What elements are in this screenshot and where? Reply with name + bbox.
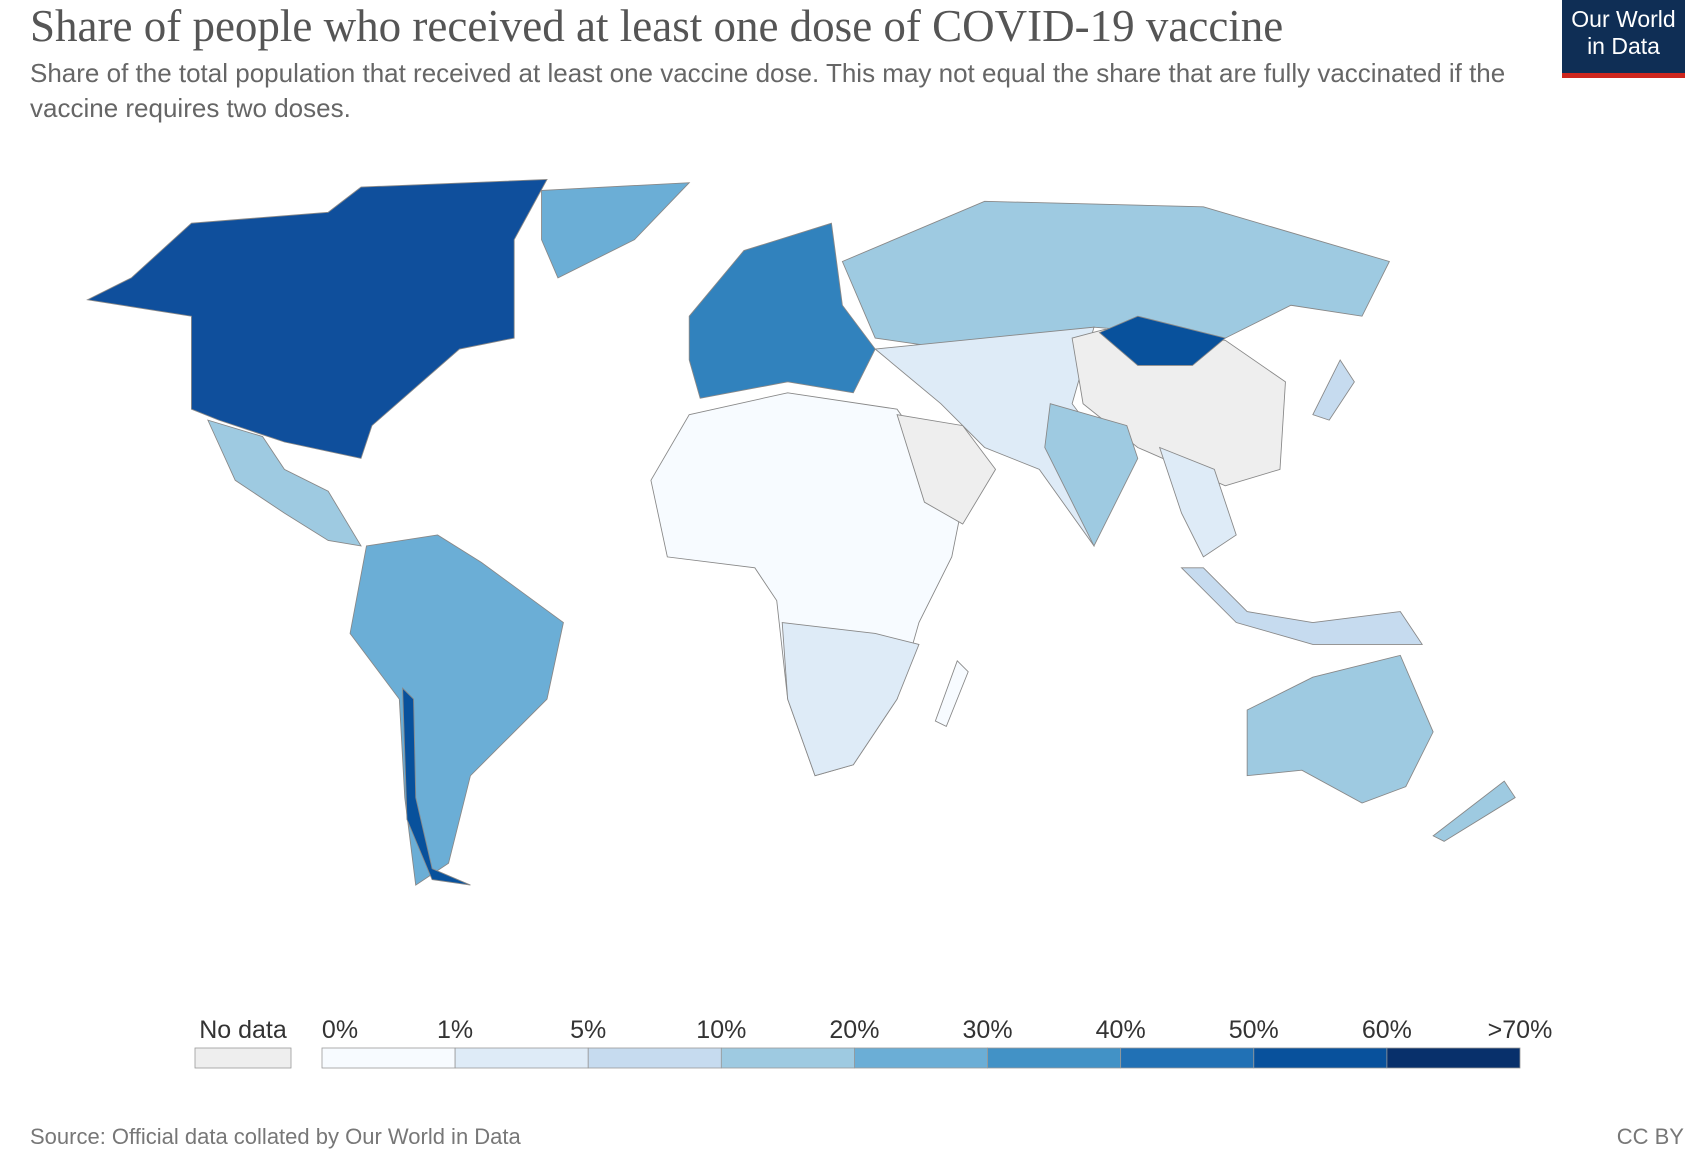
- north-america: [86, 178, 548, 459]
- indonesia: [1180, 567, 1424, 645]
- legend-bin: [454, 1047, 589, 1069]
- greenland: [541, 182, 691, 279]
- world-map: [86, 178, 1516, 886]
- logo-line: Our World: [1571, 6, 1676, 32]
- legend-bin: [321, 1047, 456, 1069]
- legend-tick-label: 10%: [696, 1016, 746, 1044]
- legend-bin: [1120, 1047, 1255, 1069]
- southeast-asia: [1158, 446, 1237, 558]
- legend-tick-label: 40%: [1096, 1016, 1146, 1044]
- chart-title: Share of people who received at least on…: [30, 1, 1284, 51]
- legend-tick-label: 20%: [829, 1016, 879, 1044]
- logo[interactable]: Our World in Data: [1562, 0, 1685, 78]
- australia: [1246, 654, 1434, 804]
- no-data-label: No data: [199, 1016, 287, 1044]
- no-data-swatch: [194, 1047, 292, 1069]
- legend-tick-label: 0%: [322, 1016, 358, 1044]
- mongolia: [1098, 315, 1227, 366]
- source-note: Source: Official data collated by Our Wo…: [30, 1124, 521, 1149]
- legend-bin: [1253, 1047, 1388, 1069]
- legend-bin: [1386, 1047, 1521, 1069]
- legend-tick-label: 1%: [437, 1016, 473, 1044]
- new-zealand: [1432, 780, 1516, 842]
- madagascar: [934, 660, 969, 728]
- logo-line: in Data: [1587, 33, 1660, 59]
- southern-africa: [781, 622, 920, 777]
- legend-bin: [854, 1047, 988, 1069]
- legend-tick-label: >70%: [1488, 1016, 1553, 1044]
- legend-bin: [587, 1047, 722, 1069]
- legend: No data 0% 1% 5% 10% 20% 30% 40% 50% 60% >70%: [194, 1016, 1553, 1069]
- arabia: [896, 414, 997, 525]
- central-america: [207, 419, 362, 547]
- south-america: [349, 534, 564, 886]
- japan: [1312, 359, 1355, 421]
- legend-tick-label: 5%: [570, 1016, 606, 1044]
- legend-tick-label: 50%: [1229, 1016, 1279, 1044]
- legend-bin: [720, 1047, 855, 1069]
- license[interactable]: CC BY: [1616, 1124, 1684, 1149]
- chile: [402, 687, 471, 886]
- india: [1044, 403, 1139, 547]
- legend-tick-label: 30%: [963, 1016, 1013, 1044]
- legend-tick-label: 60%: [1362, 1016, 1412, 1044]
- chart-subtitle: Share of the total population that recei…: [30, 58, 1506, 123]
- europe: [688, 222, 876, 399]
- legend-bin: [987, 1047, 1122, 1069]
